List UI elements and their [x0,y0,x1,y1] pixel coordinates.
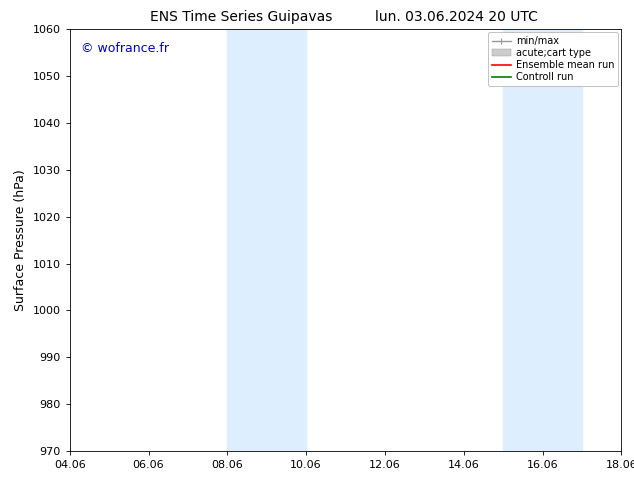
Bar [228,29,306,451]
Text: lun. 03.06.2024 20 UTC: lun. 03.06.2024 20 UTC [375,10,538,24]
Y-axis label: Surface Pressure (hPa): Surface Pressure (hPa) [14,169,27,311]
Text: © wofrance.fr: © wofrance.fr [81,42,169,55]
Text: ENS Time Series Guipavas: ENS Time Series Guipavas [150,10,332,24]
Bar [503,29,582,451]
Legend: min/max, acute;cart type, Ensemble mean run, Controll run: min/max, acute;cart type, Ensemble mean … [488,32,618,86]
